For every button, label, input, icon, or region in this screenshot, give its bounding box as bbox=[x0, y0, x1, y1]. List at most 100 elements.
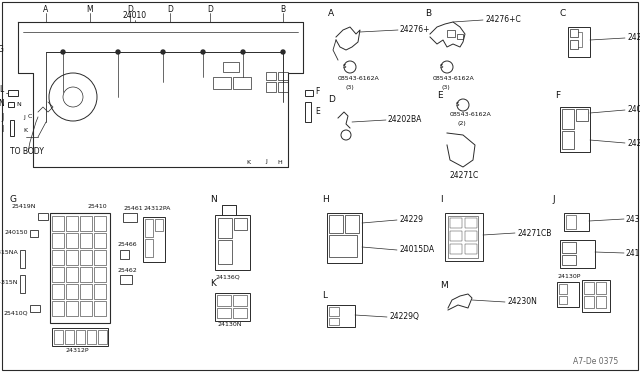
Bar bbox=[329, 235, 357, 257]
Text: 25410Q: 25410Q bbox=[3, 311, 28, 315]
Text: 25461: 25461 bbox=[123, 206, 143, 212]
Text: 24276+: 24276+ bbox=[400, 26, 431, 35]
Bar bbox=[80, 284, 92, 299]
Text: 24202BA: 24202BA bbox=[388, 115, 422, 125]
Text: D: D bbox=[328, 96, 335, 105]
Text: 24335M: 24335M bbox=[626, 215, 640, 224]
Bar bbox=[145, 219, 153, 237]
Text: J: J bbox=[2, 112, 4, 122]
Bar bbox=[218, 240, 232, 264]
Text: 24130P: 24130P bbox=[557, 275, 580, 279]
Text: K: K bbox=[246, 160, 250, 164]
Bar bbox=[20, 275, 25, 293]
Text: 08543-6162A: 08543-6162A bbox=[338, 77, 380, 81]
Bar bbox=[218, 218, 232, 238]
Bar bbox=[66, 250, 78, 265]
Bar bbox=[52, 233, 64, 248]
Text: TO BODY: TO BODY bbox=[10, 148, 44, 157]
Bar bbox=[560, 107, 590, 152]
Text: 25466: 25466 bbox=[118, 243, 138, 247]
Bar bbox=[65, 330, 74, 344]
Bar bbox=[66, 267, 78, 282]
Bar bbox=[329, 307, 339, 316]
Text: 24312P: 24312P bbox=[65, 347, 88, 353]
Bar bbox=[80, 233, 92, 248]
Text: C: C bbox=[28, 115, 33, 119]
Text: S: S bbox=[342, 64, 346, 70]
Bar bbox=[596, 282, 606, 294]
Bar bbox=[562, 109, 574, 129]
Text: A: A bbox=[44, 4, 49, 13]
Bar bbox=[465, 218, 477, 228]
Text: 24315N: 24315N bbox=[0, 280, 18, 285]
Bar bbox=[564, 213, 589, 231]
Text: B: B bbox=[425, 10, 431, 19]
Bar bbox=[562, 255, 576, 265]
Text: 24130N: 24130N bbox=[218, 323, 243, 327]
Bar bbox=[233, 295, 247, 306]
Text: M: M bbox=[440, 280, 448, 289]
Bar bbox=[30, 230, 38, 237]
Text: K: K bbox=[23, 128, 27, 132]
Bar bbox=[266, 82, 276, 92]
Bar bbox=[52, 328, 108, 346]
Bar bbox=[562, 131, 574, 149]
Text: 24010: 24010 bbox=[123, 12, 147, 20]
Text: D: D bbox=[167, 4, 173, 13]
Text: A: A bbox=[328, 10, 334, 19]
Text: E: E bbox=[437, 90, 443, 99]
Bar bbox=[447, 30, 455, 37]
Text: E: E bbox=[315, 108, 320, 116]
Text: 08543-6162A: 08543-6162A bbox=[450, 112, 492, 118]
Text: 24015DA: 24015DA bbox=[399, 246, 434, 254]
Bar bbox=[52, 267, 64, 282]
Bar bbox=[94, 284, 106, 299]
Text: S: S bbox=[439, 64, 443, 70]
Text: (3): (3) bbox=[441, 86, 450, 90]
Bar bbox=[66, 233, 78, 248]
Text: 24229+B: 24229+B bbox=[627, 138, 640, 148]
Text: M: M bbox=[86, 4, 93, 13]
Bar bbox=[80, 216, 92, 231]
Bar bbox=[8, 90, 18, 96]
Text: L: L bbox=[322, 291, 327, 299]
Bar bbox=[327, 305, 355, 327]
Bar bbox=[52, 250, 64, 265]
Bar bbox=[570, 40, 578, 49]
Circle shape bbox=[281, 50, 285, 54]
Circle shape bbox=[116, 50, 120, 54]
Text: K: K bbox=[210, 279, 216, 288]
Text: 08543-6162A: 08543-6162A bbox=[433, 77, 475, 81]
Bar bbox=[66, 284, 78, 299]
Bar bbox=[327, 213, 362, 263]
Bar bbox=[94, 267, 106, 282]
Bar bbox=[345, 215, 359, 233]
Bar bbox=[215, 293, 250, 321]
Bar bbox=[20, 250, 25, 268]
Text: (3): (3) bbox=[346, 86, 355, 90]
Text: C: C bbox=[560, 10, 566, 19]
Text: 25410: 25410 bbox=[88, 205, 108, 209]
Bar bbox=[94, 250, 106, 265]
Bar bbox=[584, 282, 594, 294]
Bar bbox=[457, 34, 463, 39]
Text: N: N bbox=[0, 99, 4, 109]
Bar bbox=[52, 284, 64, 299]
Bar bbox=[52, 216, 64, 231]
Bar bbox=[596, 296, 606, 308]
Bar bbox=[54, 330, 63, 344]
Bar bbox=[266, 72, 276, 80]
Bar bbox=[448, 216, 478, 258]
Bar bbox=[217, 308, 231, 318]
Bar bbox=[120, 275, 132, 284]
Bar bbox=[155, 219, 163, 231]
Text: N: N bbox=[16, 102, 20, 106]
Text: 24229: 24229 bbox=[399, 215, 423, 224]
Text: (2): (2) bbox=[457, 121, 466, 125]
Bar bbox=[80, 250, 92, 265]
Bar bbox=[559, 284, 567, 294]
Bar bbox=[234, 218, 247, 230]
Text: 24271C: 24271C bbox=[450, 170, 479, 180]
Bar bbox=[80, 301, 92, 316]
Bar bbox=[450, 231, 462, 241]
